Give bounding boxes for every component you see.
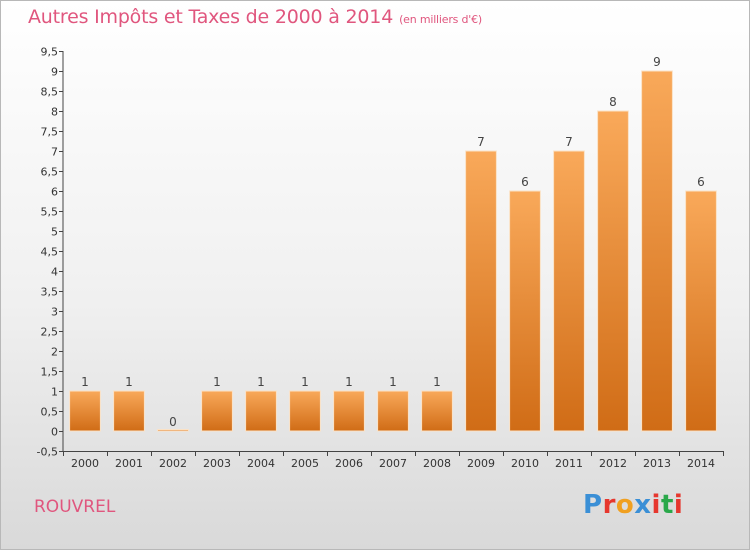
x-tick-label: 2012 <box>599 457 627 470</box>
y-tick-label: -0,5 <box>37 446 58 459</box>
y-tick-label: 8 <box>51 106 58 119</box>
bar-value-label: 6 <box>521 175 529 189</box>
bar <box>685 190 717 432</box>
bar <box>597 110 629 432</box>
bar-value-label: 7 <box>565 135 573 149</box>
logo-letter: x <box>634 490 652 520</box>
y-tick-label: 7,5 <box>41 126 59 139</box>
y-tick-label: 9 <box>51 66 58 79</box>
x-tick-label: 2009 <box>467 457 495 470</box>
bar-value-label: 1 <box>345 375 353 389</box>
y-tick-label: 0 <box>51 426 58 439</box>
y-tick-label: 1,5 <box>41 366 59 379</box>
logo-letter: r <box>602 490 616 520</box>
bar-value-label: 1 <box>213 375 221 389</box>
x-tick-label: 2011 <box>555 457 583 470</box>
x-tick-label: 2010 <box>511 457 539 470</box>
bar <box>641 70 673 432</box>
y-tick-label: 3,5 <box>41 286 59 299</box>
x-tick-label: 2004 <box>247 457 275 470</box>
bar-value-label: 1 <box>81 375 89 389</box>
y-tick-label: 5 <box>51 226 58 239</box>
bar-value-label: 6 <box>697 175 705 189</box>
title-text: Autres Impôts et Taxes de 2000 à 2014 <box>28 6 394 28</box>
y-tick-label: 1 <box>51 386 58 399</box>
proxiti-logo: Proxiti <box>583 490 683 520</box>
bar-value-label: 7 <box>477 135 485 149</box>
bar <box>157 429 189 432</box>
y-tick-label: 9,5 <box>41 46 59 59</box>
bar-value-label: 0 <box>169 415 177 429</box>
bar <box>69 390 101 432</box>
commune-name: ROUVREL <box>34 497 116 517</box>
bar <box>333 390 365 432</box>
bar-value-label: 1 <box>389 375 397 389</box>
y-tick-label: 2 <box>51 346 58 359</box>
bar <box>201 390 233 432</box>
x-tick-label: 2008 <box>423 457 451 470</box>
x-tick-label: 2006 <box>335 457 363 470</box>
bar <box>377 390 409 432</box>
x-tick-label: 2007 <box>379 457 407 470</box>
bar <box>553 150 585 432</box>
x-tick-label: 2005 <box>291 457 319 470</box>
y-tick-label: 4,5 <box>41 246 59 259</box>
y-tick-label: 4 <box>51 266 58 279</box>
x-tick-label: 2014 <box>687 457 715 470</box>
bar <box>421 390 453 432</box>
logo-letter: t <box>660 490 674 520</box>
unit-label: (en milliers d'€) <box>399 13 482 26</box>
bar-value-label: 1 <box>433 375 441 389</box>
y-tick-label: 5,5 <box>41 206 59 219</box>
bar <box>289 390 321 432</box>
bar-value-label: 8 <box>609 95 617 109</box>
logo-letter: o <box>615 490 635 520</box>
bar <box>465 150 497 432</box>
y-tick-label: 0,5 <box>41 406 59 419</box>
y-tick-label: 7 <box>51 146 58 159</box>
chart-title: Autres Impôts et Taxes de 2000 à 2014 (en… <box>28 6 482 28</box>
bar-value-label: 1 <box>301 375 309 389</box>
y-tick-label: 6,5 <box>41 166 59 179</box>
x-tick-label: 2013 <box>643 457 671 470</box>
x-tick-label: 2002 <box>159 457 187 470</box>
y-tick-label: 6 <box>51 186 58 199</box>
y-tick-label: 2,5 <box>41 326 59 339</box>
bar-value-label: 1 <box>257 375 265 389</box>
bar-value-label: 1 <box>125 375 133 389</box>
logo-letter: i <box>651 490 661 520</box>
x-tick-label: 2003 <box>203 457 231 470</box>
bar-value-label: 9 <box>653 55 661 69</box>
y-tick-label: 3 <box>51 306 58 319</box>
logo-letter: P <box>583 490 603 520</box>
x-tick-label: 2001 <box>115 457 143 470</box>
y-tick-label: 8,5 <box>41 86 59 99</box>
x-tick-label: 2000 <box>71 457 99 470</box>
bar <box>113 390 145 432</box>
logo-letter: i <box>673 490 684 520</box>
bar <box>245 390 277 432</box>
bar <box>509 190 541 432</box>
